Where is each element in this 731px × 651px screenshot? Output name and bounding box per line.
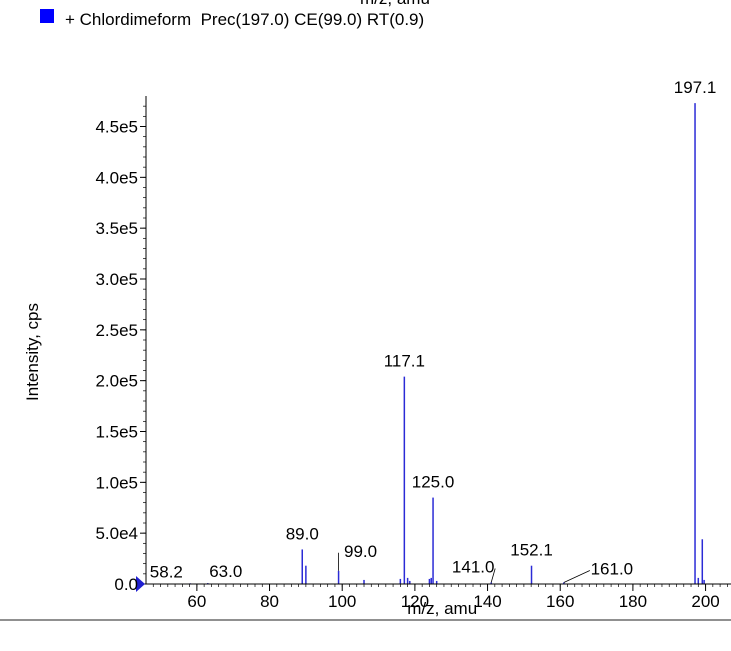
peak-label-leader <box>490 568 496 583</box>
y-tick-label: 5.0e4 <box>95 524 138 543</box>
labels-layer: 0.0 5.0e4 1.0e5 1.5e5 2.0e5 2.5e5 3.0e5 3.5e5 4.… <box>23 78 720 618</box>
y-tick-label: 1.5e5 <box>95 423 138 442</box>
x-axis-title: m/z, amu <box>407 599 477 618</box>
peak-label: 99.0 <box>344 542 377 561</box>
y-tick-label: 3.5e5 <box>95 219 138 238</box>
x-tick-label: 80 <box>260 592 279 611</box>
y-tick-label: 0.0 <box>114 575 138 594</box>
zero-marker-icon <box>136 576 145 592</box>
x-tick-label: 140 <box>473 592 501 611</box>
peak-label: 197.1 <box>674 78 717 97</box>
y-tick-label: 2.0e5 <box>95 372 138 391</box>
peak-label: 89.0 <box>286 524 319 543</box>
x-tick-label: 160 <box>546 592 574 611</box>
peak-label-leader <box>563 570 591 583</box>
top-cut-label: m/z, amu <box>360 0 430 9</box>
x-tick-label: 200 <box>691 592 719 611</box>
legend-swatch <box>40 9 54 23</box>
y-axis-title: Intensity, cps <box>23 303 42 401</box>
y-tick-label: 2.5e5 <box>95 321 138 340</box>
peak-label: 161.0 <box>591 559 634 578</box>
peak-label: 152.1 <box>510 541 553 560</box>
x-tick-label: 100 <box>328 592 356 611</box>
peak-label: 63.0 <box>209 562 242 581</box>
peak-label: 125.0 <box>412 473 455 492</box>
y-tick-label: 4.5e5 <box>95 118 138 137</box>
x-tick-label: 180 <box>619 592 647 611</box>
axes-layer <box>0 96 731 621</box>
x-tick-label: 60 <box>187 592 206 611</box>
peaks-layer <box>189 103 705 584</box>
y-tick-label: 4.0e5 <box>95 168 138 187</box>
peak-label: 141.0 <box>452 557 495 576</box>
legend-label: + Chlordimeform Prec(197.0) CE(99.0) RT(… <box>65 10 425 29</box>
x-tick-label: 120 <box>401 592 429 611</box>
y-tick-label: 1.0e5 <box>95 473 138 492</box>
peak-label: 58.2 <box>150 562 183 581</box>
peak-label: 117.1 <box>384 352 425 371</box>
y-tick-label: 3.0e5 <box>95 270 138 289</box>
